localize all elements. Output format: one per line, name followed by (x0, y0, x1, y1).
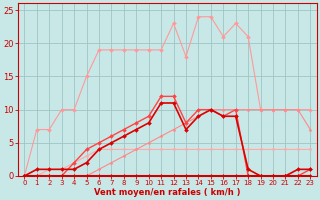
X-axis label: Vent moyen/en rafales ( km/h ): Vent moyen/en rafales ( km/h ) (94, 188, 241, 197)
